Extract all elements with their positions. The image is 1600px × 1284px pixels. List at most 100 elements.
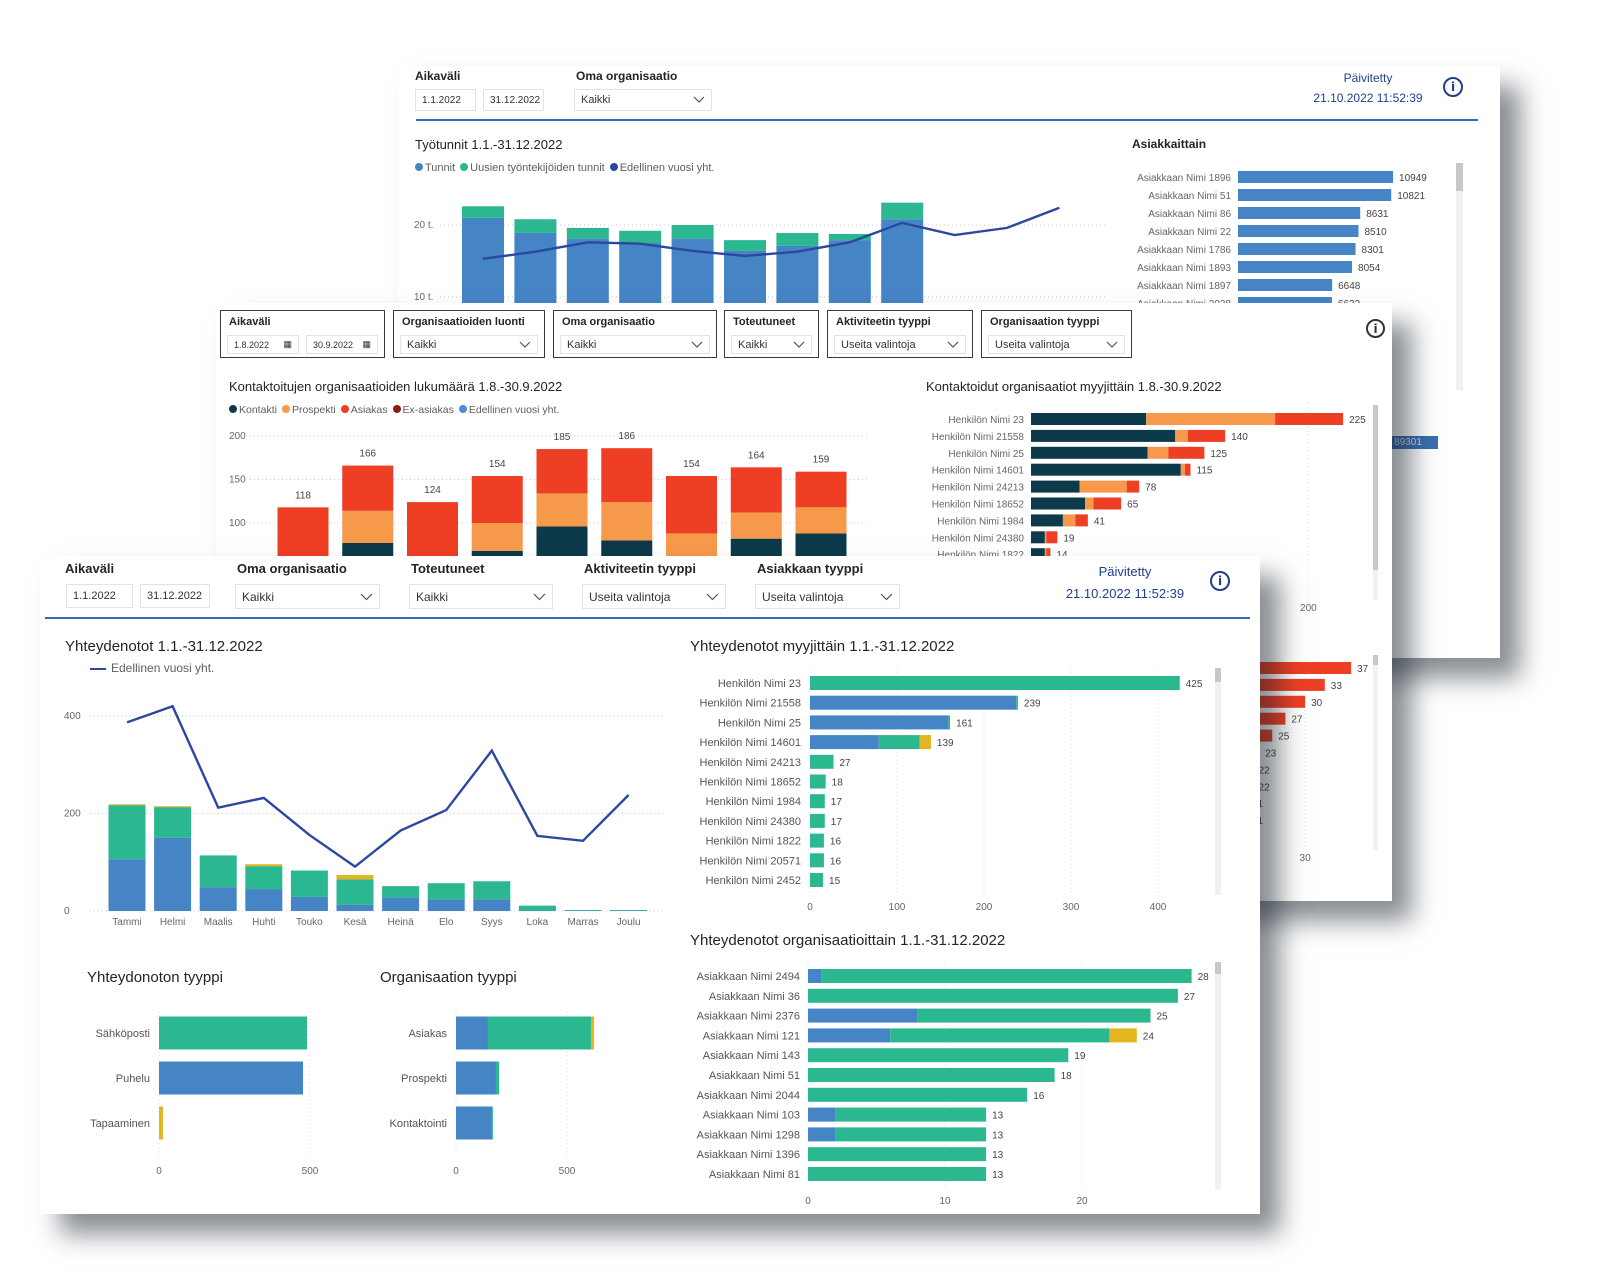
legend-item[interactable]: Asiakas bbox=[340, 404, 388, 416]
category-label: Henkilön Nimi 24213 bbox=[932, 483, 1025, 494]
chevron-down-icon bbox=[519, 341, 531, 348]
legend-item[interactable]: Uusien työntekijöiden tunnit bbox=[460, 162, 605, 174]
line-series-edellinen-vuosi bbox=[126, 704, 630, 869]
x-tick-label: 0 bbox=[805, 1196, 811, 1207]
bar-segment-prospekti bbox=[471, 523, 523, 551]
legend-item[interactable]: Edellinen vuosi yht. bbox=[90, 661, 214, 675]
bar-segment-sähköposti bbox=[290, 870, 328, 897]
data-label: 8054 bbox=[1358, 263, 1381, 274]
bar-segment-tapaaminen bbox=[108, 804, 146, 806]
start-date-input[interactable]: 1.8.2022 ▦ bbox=[227, 335, 299, 354]
bar-segment-sähköposti bbox=[1016, 695, 1018, 710]
bar-segment-tunnit bbox=[1238, 171, 1394, 183]
highlight-value: 89301 bbox=[1378, 436, 1438, 449]
category-label: Asiakkaan Nimi 22 bbox=[1148, 227, 1231, 238]
filter-card-oma-organisaatio: Oma organisaatio Kaikki bbox=[553, 310, 717, 358]
bar-segment-kontakti bbox=[1031, 531, 1045, 544]
toteutuneet-dropdown[interactable]: Kaikki bbox=[731, 335, 812, 354]
oma-organisaatio-label: Oma organisaatio bbox=[237, 561, 347, 576]
filter-card-luonti: Organisaatioiden luonti Kaikki bbox=[393, 310, 545, 358]
legend-marker-icon bbox=[90, 667, 106, 670]
category-label: Asiakkaan Nimi 81 bbox=[709, 1169, 800, 1181]
x-tick-label: Loka bbox=[527, 917, 549, 928]
bar-segment-kontakti bbox=[1031, 514, 1063, 527]
data-label: 164 bbox=[748, 450, 765, 461]
bar-segment-sähköposti bbox=[108, 805, 146, 860]
x-tick-label: 500 bbox=[302, 1166, 319, 1177]
legend-tyotunnit: Tunnit Uusien työntekijöiden tunnit Edelli… bbox=[415, 162, 714, 174]
info-icon[interactable]: i bbox=[1366, 319, 1385, 338]
data-label: 25 bbox=[1157, 1012, 1169, 1023]
bar-segment-asiakas bbox=[795, 471, 847, 508]
bar-segment-uusien-työntekijöiden-tunnit bbox=[514, 219, 557, 233]
calendar-icon[interactable]: ▦ bbox=[283, 339, 292, 349]
bar-segment-sähköposti bbox=[518, 905, 556, 911]
oma-organisaatio-dropdown[interactable]: Kaikki bbox=[574, 89, 712, 111]
oma-organisaatio-dropdown[interactable]: Kaikki bbox=[235, 584, 380, 609]
bar-segment-asiakas bbox=[1168, 446, 1205, 459]
end-date-input[interactable]: 31.12.2022 bbox=[483, 89, 544, 111]
aktiviteetin-tyyppi-label: Aktiviteetin tyyppi bbox=[584, 561, 696, 576]
scrollbar[interactable] bbox=[1373, 655, 1378, 850]
bar-segment-tapaaminen bbox=[590, 1016, 595, 1050]
calendar-icon[interactable]: ▦ bbox=[362, 339, 371, 349]
bar-segment-tunnit bbox=[1238, 261, 1353, 273]
scrollbar[interactable] bbox=[1456, 163, 1463, 390]
scrollbar[interactable] bbox=[1215, 962, 1221, 1190]
legend-item[interactable]: Kontakti bbox=[229, 404, 277, 416]
data-label: 13 bbox=[992, 1111, 1004, 1122]
x-tick-label: 400 bbox=[1150, 902, 1167, 913]
y-tick-label: 10 t. bbox=[414, 292, 433, 303]
category-label: Asiakkaan Nimi 143 bbox=[703, 1050, 800, 1062]
data-label: 159 bbox=[813, 455, 830, 466]
legend-item[interactable]: Ex-asiakas bbox=[392, 404, 454, 416]
bar-segment-prospekti bbox=[342, 510, 394, 544]
bar-segment-asiakas bbox=[1184, 463, 1191, 476]
bar-segment-asiakas bbox=[730, 467, 782, 513]
category-label: Asiakkaan Nimi 1786 bbox=[1137, 245, 1231, 256]
oma-organisaatio-label: Oma organisaatio bbox=[576, 69, 678, 83]
luonti-dropdown[interactable]: Kaikki bbox=[400, 335, 538, 354]
info-icon[interactable]: i bbox=[1443, 77, 1463, 97]
scrollbar[interactable] bbox=[1373, 405, 1378, 600]
bar-segment-prospekti bbox=[1147, 446, 1169, 459]
chart-title-yhteydenotot-myyjittain: Yhteydenotot myyjittäin 1.1.-31.12.2022 bbox=[690, 638, 955, 655]
legend-marker-icon bbox=[415, 163, 423, 171]
x-tick-label: Joulu bbox=[617, 917, 641, 928]
start-date-input[interactable]: 1.1.2022 bbox=[66, 584, 133, 608]
legend-kontaktoitujen: Kontakti Prospekti Asiakas Ex-asiakas Edelli… bbox=[229, 404, 559, 416]
legend-item[interactable]: Prospekti bbox=[281, 404, 336, 416]
bar-segment-kontakti bbox=[1031, 446, 1148, 459]
aktiviteetin-tyyppi-dropdown[interactable]: Useita valintoja bbox=[582, 584, 726, 609]
category-label: Kontaktointi bbox=[390, 1118, 447, 1130]
asiakkaan-tyyppi-dropdown[interactable]: Useita valintoja bbox=[755, 584, 900, 609]
chevron-down-icon bbox=[880, 593, 893, 600]
bar-segment-tunnit bbox=[1238, 225, 1359, 237]
bar-segment-puhelu bbox=[808, 1008, 918, 1023]
category-label: Sähköposti bbox=[96, 1028, 150, 1040]
dropdown-value: Useita valintoja bbox=[589, 589, 671, 604]
end-date-input[interactable]: 31.12.2022 bbox=[140, 584, 210, 608]
bar-segment-sähköposti bbox=[810, 813, 825, 828]
scrollbar[interactable] bbox=[1215, 668, 1221, 895]
asiakkaan-tyyppi-label: Asiakkaan tyyppi bbox=[757, 561, 864, 576]
bar-segment-puhelu bbox=[473, 899, 511, 911]
toteutuneet-dropdown[interactable]: Kaikki bbox=[409, 584, 553, 609]
oma-organisaatio-dropdown[interactable]: Kaikki bbox=[560, 335, 710, 354]
legend-item[interactable]: Tunnit bbox=[415, 162, 455, 174]
luonti-label: Organisaatioiden luonti bbox=[402, 316, 525, 328]
organisaation-tyyppi-dropdown[interactable]: Useita valintoja bbox=[988, 335, 1125, 354]
bar-segment-prospekti bbox=[730, 512, 782, 539]
bar-segment-sähköposti bbox=[808, 1087, 1028, 1102]
start-date-input[interactable]: 1.1.2022 bbox=[415, 89, 476, 111]
info-icon[interactable]: i bbox=[1210, 571, 1230, 591]
bar-segment-asiakas bbox=[1093, 497, 1122, 510]
legend-item[interactable]: Edellinen vuosi yht. bbox=[609, 162, 714, 174]
end-date-input[interactable]: 30.9.2022 ▦ bbox=[306, 335, 378, 354]
data-label: 6648 bbox=[1338, 281, 1361, 292]
aktiviteetin-tyyppi-dropdown[interactable]: Useita valintoja bbox=[834, 335, 966, 354]
bar-segment-kontakti bbox=[1031, 413, 1147, 425]
legend-item[interactable]: Edellinen vuosi yht. bbox=[458, 404, 559, 416]
data-label: 18 bbox=[1061, 1071, 1073, 1082]
bar-segment-tunnit bbox=[1238, 207, 1361, 219]
